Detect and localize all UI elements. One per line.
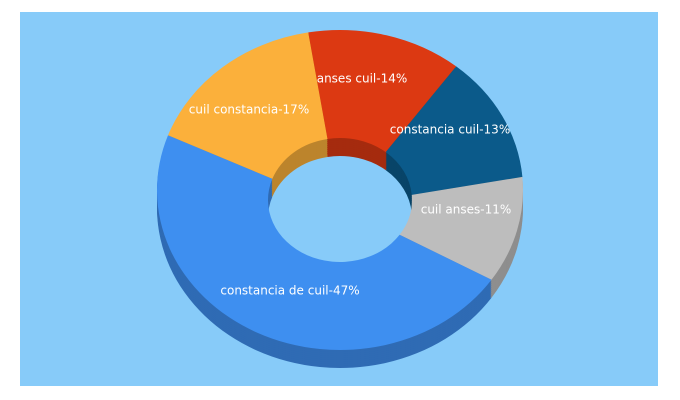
slice-label: anses cuil-14% (317, 72, 408, 86)
slice (168, 32, 328, 179)
slice (399, 176, 523, 280)
slice (308, 30, 457, 153)
slice (385, 66, 523, 195)
slice-label: constancia de cuil-47% (220, 284, 359, 298)
slice (157, 135, 492, 350)
slice-label: cuil constancia-17% (189, 103, 309, 117)
slice-label: cuil anses-11% (421, 203, 512, 217)
slice-label: constancia cuil-13% (390, 123, 510, 137)
